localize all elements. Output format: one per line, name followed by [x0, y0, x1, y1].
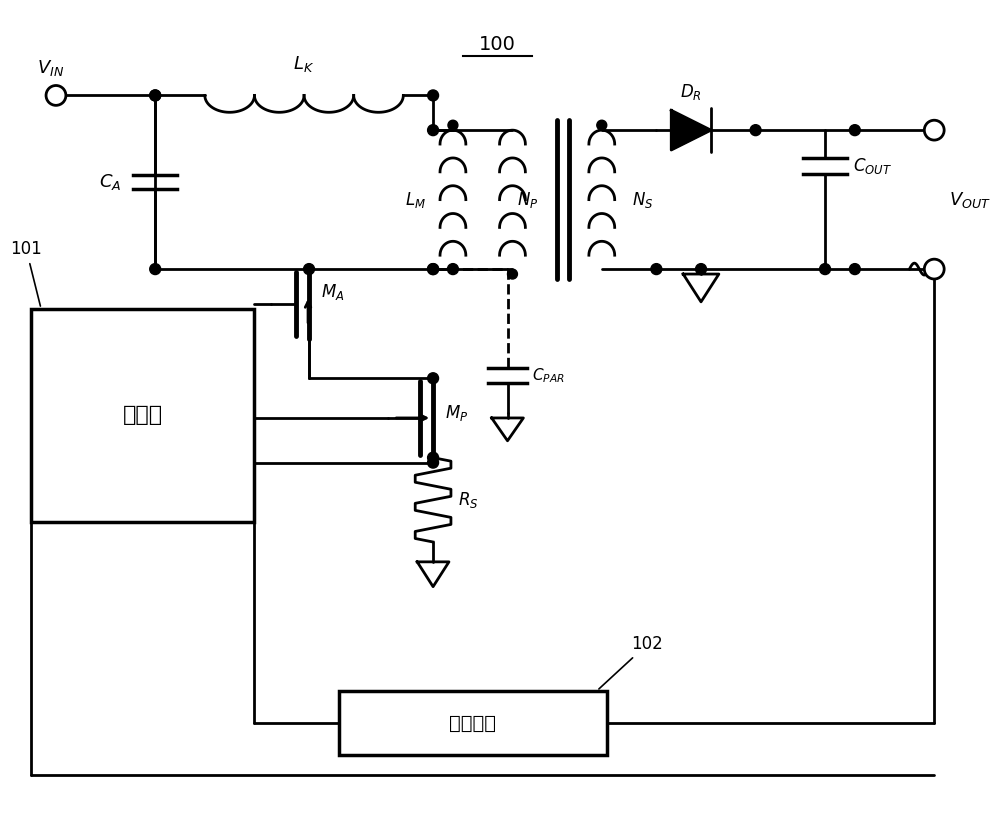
Polygon shape	[671, 110, 711, 150]
Circle shape	[150, 263, 161, 275]
Text: $V_{OUT}$: $V_{OUT}$	[949, 189, 991, 210]
Circle shape	[428, 263, 439, 275]
Text: 控制器: 控制器	[123, 406, 163, 425]
Circle shape	[428, 373, 439, 384]
Circle shape	[428, 457, 439, 468]
Circle shape	[428, 452, 439, 463]
Text: $V_{IN}$: $V_{IN}$	[37, 58, 65, 77]
Text: 100: 100	[479, 35, 516, 53]
Circle shape	[447, 263, 458, 275]
Text: 101: 101	[10, 240, 42, 306]
Circle shape	[924, 259, 944, 279]
Text: $N_S$: $N_S$	[632, 189, 653, 210]
Text: $C_{PAR}$: $C_{PAR}$	[532, 366, 565, 385]
Text: $M_P$: $M_P$	[445, 403, 468, 423]
Circle shape	[46, 86, 66, 105]
Circle shape	[428, 263, 439, 275]
Text: $R_S$: $R_S$	[458, 490, 478, 509]
Circle shape	[849, 263, 860, 275]
Circle shape	[150, 90, 161, 101]
Text: 102: 102	[599, 635, 663, 689]
Text: $M_A$: $M_A$	[321, 282, 344, 302]
Circle shape	[696, 263, 706, 275]
Circle shape	[597, 120, 607, 130]
Text: $L_K$: $L_K$	[293, 53, 315, 73]
FancyBboxPatch shape	[339, 690, 607, 756]
Circle shape	[428, 90, 439, 101]
Text: $L_M$: $L_M$	[405, 189, 426, 210]
Text: $C_A$: $C_A$	[99, 172, 122, 192]
Circle shape	[750, 125, 761, 136]
Circle shape	[651, 263, 662, 275]
Circle shape	[508, 269, 517, 279]
Text: $N_P$: $N_P$	[517, 189, 539, 210]
Circle shape	[448, 120, 458, 130]
FancyBboxPatch shape	[31, 309, 254, 522]
Circle shape	[150, 90, 161, 101]
Text: $C_{OUT}$: $C_{OUT}$	[853, 156, 892, 176]
Circle shape	[849, 125, 860, 136]
Circle shape	[428, 125, 439, 136]
Circle shape	[820, 263, 831, 275]
Circle shape	[304, 263, 314, 275]
Text: $D_R$: $D_R$	[680, 82, 702, 102]
Text: 隔離反饋: 隔離反饋	[449, 714, 496, 732]
Circle shape	[924, 120, 944, 140]
